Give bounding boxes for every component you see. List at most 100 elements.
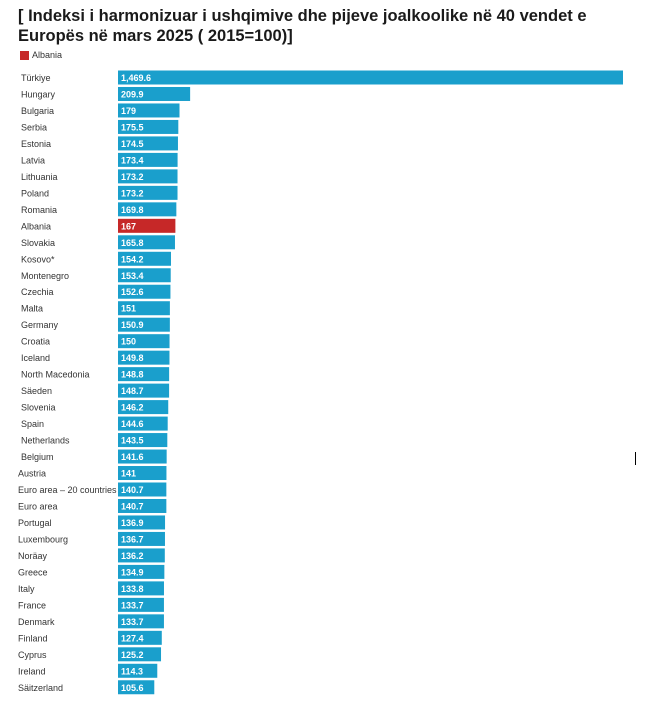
bar — [118, 185, 178, 200]
category-label: Denmark — [18, 617, 55, 627]
data-label: 141 — [121, 469, 136, 479]
category-label: Bulgaria — [21, 106, 54, 116]
category-label: Poland — [21, 188, 49, 198]
data-label: 209.9 — [121, 89, 144, 99]
bar — [118, 630, 162, 645]
bar — [118, 680, 155, 695]
bar — [118, 334, 170, 349]
data-label: 179 — [121, 106, 136, 116]
category-label: Netherlands — [21, 436, 70, 446]
bar — [118, 647, 162, 662]
data-label: 133.7 — [121, 617, 144, 627]
category-label: France — [18, 600, 46, 610]
data-label: 148.8 — [121, 370, 144, 380]
bar — [118, 86, 191, 101]
data-label: 153.4 — [121, 271, 144, 281]
data-label: 154.2 — [121, 254, 144, 264]
bar — [118, 317, 170, 332]
bar — [118, 235, 175, 250]
bar — [118, 498, 167, 513]
category-label: Portugal — [18, 518, 52, 528]
bar — [118, 268, 171, 283]
category-label: Säitzerland — [18, 683, 63, 693]
category-label: Germany — [21, 320, 59, 330]
data-label: 114.3 — [121, 666, 143, 676]
bar — [118, 416, 168, 431]
bar — [118, 581, 164, 596]
category-label: Malta — [21, 304, 43, 314]
data-label: 127.4 — [121, 633, 144, 643]
category-label: Montenegro — [21, 271, 69, 281]
data-label: 141.6 — [121, 452, 144, 462]
category-label: Türkiye — [21, 73, 51, 83]
data-label: 175.5 — [121, 122, 144, 132]
data-label: 152.6 — [121, 287, 144, 297]
category-label: Estonia — [21, 139, 51, 149]
category-label: Finland — [18, 633, 48, 643]
data-label: 165.8 — [121, 238, 144, 248]
data-label: 133.7 — [121, 600, 144, 610]
data-label: 144.6 — [121, 419, 144, 429]
bar — [118, 218, 176, 233]
category-label: Romania — [21, 205, 57, 215]
text-cursor — [635, 452, 636, 465]
data-label: 173.2 — [121, 172, 144, 182]
bar — [118, 169, 178, 184]
legend: Albania — [20, 50, 62, 60]
data-label: 169.8 — [121, 205, 144, 215]
category-label: Ireland — [18, 666, 46, 676]
category-label: Luxembourg — [18, 534, 68, 544]
data-label: 150 — [121, 337, 136, 347]
bar — [118, 449, 167, 464]
data-label: 148.7 — [121, 386, 144, 396]
bar — [118, 350, 170, 365]
category-label: Lithuania — [21, 172, 58, 182]
category-label: Czechia — [21, 287, 54, 297]
bar — [118, 466, 167, 481]
bar — [118, 202, 177, 217]
category-label: Italy — [18, 584, 35, 594]
data-label: 1,469.6 — [121, 73, 151, 83]
category-label: Latvia — [21, 155, 45, 165]
data-label: 173.2 — [121, 188, 144, 198]
data-label: 143.5 — [121, 436, 144, 446]
category-label: North Macedonia — [21, 370, 90, 380]
data-label: 140.7 — [121, 501, 144, 511]
category-label: Spain — [21, 419, 44, 429]
bar — [118, 70, 623, 85]
bar — [118, 301, 170, 316]
category-label: Belgium — [21, 452, 54, 462]
data-label: 136.9 — [121, 518, 144, 528]
category-label: Slovakia — [21, 238, 55, 248]
data-label: 173.4 — [121, 155, 144, 165]
bar — [118, 152, 178, 167]
legend-label-albania: Albania — [32, 50, 63, 60]
data-label: 151 — [121, 304, 136, 314]
bar — [118, 614, 164, 629]
category-label: Iceland — [21, 353, 50, 363]
bar — [118, 383, 170, 398]
bar — [118, 548, 165, 563]
category-label: Austria — [18, 469, 46, 479]
data-label: 105.6 — [121, 683, 144, 693]
legend-swatch-albania — [20, 50, 29, 60]
bar — [118, 515, 166, 530]
bar — [118, 103, 180, 118]
category-label: Noräay — [18, 551, 48, 561]
bar — [118, 482, 167, 497]
category-label: Greece — [18, 567, 48, 577]
data-label: 146.2 — [121, 403, 144, 413]
bar — [118, 284, 171, 299]
bar — [118, 531, 165, 546]
category-label: Säeden — [21, 386, 52, 396]
category-label: Euro area — [18, 501, 58, 511]
category-label: Cyprus — [18, 650, 47, 660]
chart-title: [ Indeksi i harmonizuar i ushqimive dhe … — [18, 7, 587, 45]
bar — [118, 119, 179, 134]
data-label: 136.2 — [121, 551, 144, 561]
data-label: 149.8 — [121, 353, 144, 363]
data-label: 140.7 — [121, 485, 144, 495]
category-label: Croatia — [21, 337, 50, 347]
data-label: 174.5 — [121, 139, 144, 149]
